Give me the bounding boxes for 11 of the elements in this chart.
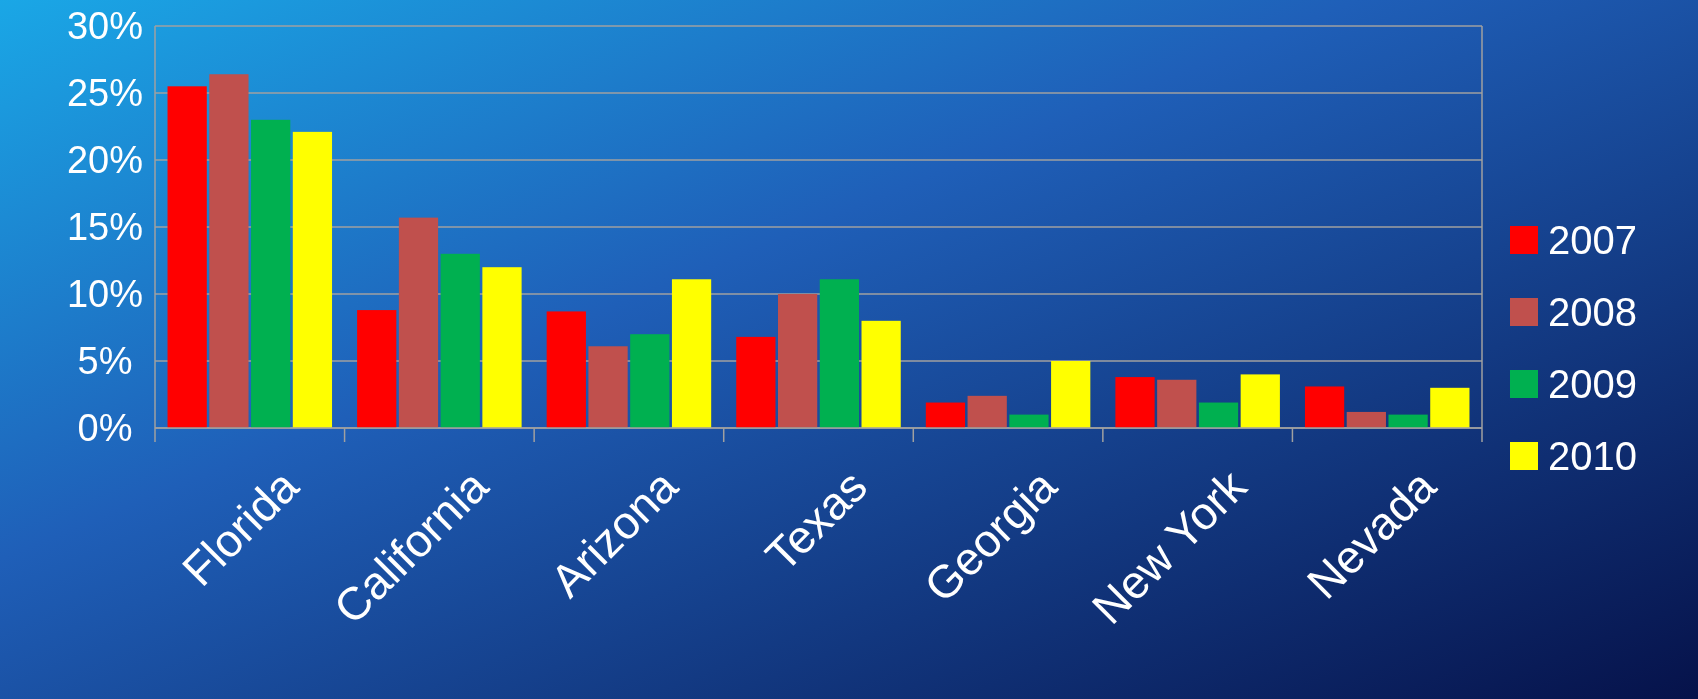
y-tick-label: 10% [66, 273, 144, 316]
y-tick-label: 15% [66, 206, 144, 249]
legend-label: 2009 [1548, 362, 1637, 406]
y-tick-label: 0% [77, 407, 133, 450]
y-tick-label: 20% [66, 139, 144, 182]
legend-label: 2010 [1548, 434, 1637, 478]
y-tick-label: 5% [77, 340, 133, 383]
y-tick-label: 30% [66, 5, 144, 48]
legend-label: 2008 [1548, 290, 1637, 334]
legend-label: 2007 [1548, 218, 1637, 262]
y-tick-label: 25% [66, 72, 144, 115]
